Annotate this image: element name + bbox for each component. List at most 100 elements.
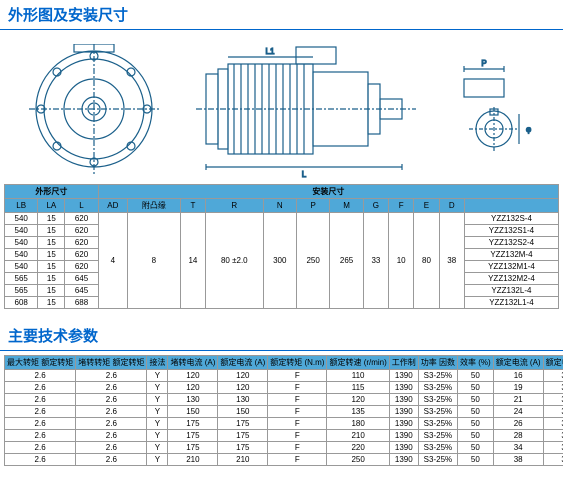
cell: 175	[218, 418, 268, 430]
cell: 19	[493, 382, 543, 394]
table-row: 2.62.6Y120120F1101390S3-25%50163807.5YZZ…	[5, 370, 563, 382]
col-header: 功率 因数	[418, 356, 457, 370]
cell: 540	[5, 249, 38, 261]
cell: 540	[5, 237, 38, 249]
cell: 2.6	[76, 430, 147, 442]
cell: YZZ132S-4	[464, 213, 558, 225]
cell: S3-25%	[418, 442, 457, 454]
cell: 620	[65, 213, 98, 225]
cell: S3-25%	[418, 394, 457, 406]
cell: 1390	[389, 454, 418, 466]
cell: 50	[458, 454, 494, 466]
cell: 8	[128, 213, 181, 309]
svg-text:φ: φ	[526, 125, 531, 134]
col-header: D	[439, 199, 464, 213]
table-row: 2.62.6Y130130F1201390S3-25%50213809.5YZZ…	[5, 394, 563, 406]
cell: 1390	[389, 394, 418, 406]
cell: 380	[543, 454, 563, 466]
cell: 620	[65, 225, 98, 237]
cell: 175	[168, 442, 218, 454]
cell: 2.6	[76, 394, 147, 406]
cell: 300	[263, 213, 296, 309]
col-header: 额定电流 (A)	[493, 356, 543, 370]
cell: 645	[65, 285, 98, 297]
cell: 130	[218, 394, 268, 406]
cell: 130	[168, 394, 218, 406]
cell: 540	[5, 261, 38, 273]
cell: 2.6	[5, 418, 76, 430]
cell: 2.6	[5, 442, 76, 454]
col-header	[464, 199, 558, 213]
col-header: 额定转速 (r/min)	[327, 356, 389, 370]
cell: 38	[493, 454, 543, 466]
col-group-mount: 安装尺寸	[98, 185, 558, 199]
cell: 15	[38, 273, 65, 285]
col-header: N	[263, 199, 296, 213]
cell: 115	[327, 382, 389, 394]
cell: 175	[218, 442, 268, 454]
cell: 2.6	[76, 418, 147, 430]
cell: 645	[65, 273, 98, 285]
cell: 1390	[389, 442, 418, 454]
cell: 220	[327, 442, 389, 454]
cell: S3-25%	[418, 370, 457, 382]
cell: 50	[458, 382, 494, 394]
side-view-icon: L L1	[196, 39, 416, 179]
motor-diagram: L L1 P φ	[0, 34, 563, 184]
cell: 110	[327, 370, 389, 382]
cell: 34	[493, 442, 543, 454]
cell: 565	[5, 285, 38, 297]
cell: YZZ132S2-4	[464, 237, 558, 249]
cell: S3-25%	[418, 454, 457, 466]
cell: 15	[38, 285, 65, 297]
cell: 120	[168, 370, 218, 382]
cell: 120	[327, 394, 389, 406]
col-header: 工作制	[389, 356, 418, 370]
col-header: AD	[98, 199, 127, 213]
cell: 380	[543, 406, 563, 418]
cell: 175	[168, 430, 218, 442]
cell: F	[268, 454, 327, 466]
cell: Y	[147, 370, 168, 382]
table-row: 2.62.6Y120120F1151390S3-25%50193808.5YZZ…	[5, 382, 563, 394]
cell: 33	[363, 213, 388, 309]
col-header: 效率 (%)	[458, 356, 494, 370]
cell: 2.6	[5, 406, 76, 418]
cell: 210	[218, 454, 268, 466]
col-header: 额定电流 (A)	[218, 356, 268, 370]
col-header: 最大转矩 额定转矩	[5, 356, 76, 370]
cell: S3-25%	[418, 430, 457, 442]
cell: 1390	[389, 430, 418, 442]
cell: 380	[543, 394, 563, 406]
table-row: 2.62.6Y175175F1801390S3-25%502638012YZZ1…	[5, 418, 563, 430]
cell: 620	[65, 261, 98, 273]
cell: 380	[543, 418, 563, 430]
cell: 210	[168, 454, 218, 466]
cell: 50	[458, 406, 494, 418]
cell: 50	[458, 442, 494, 454]
table-row: 54015620481480 ±2.030025026533108038YZZ1…	[5, 213, 559, 225]
cell: 1390	[389, 370, 418, 382]
cell: 380	[543, 382, 563, 394]
cell: YZZ132M1-4	[464, 261, 558, 273]
cell: Y	[147, 406, 168, 418]
cell: 2.6	[5, 430, 76, 442]
col-header: LA	[38, 199, 65, 213]
col-header: 附凸缘	[128, 199, 181, 213]
col-group-outline: 外形尺寸	[5, 185, 99, 199]
col-header: E	[414, 199, 439, 213]
col-header: F	[389, 199, 414, 213]
cell: 15	[38, 225, 65, 237]
section-title-2: 主要技术参数	[0, 321, 563, 351]
cell: F	[268, 382, 327, 394]
cell: S3-25%	[418, 406, 457, 418]
cell: 80	[414, 213, 439, 309]
cell: F	[268, 418, 327, 430]
cell: 2.6	[76, 370, 147, 382]
cell: 540	[5, 213, 38, 225]
cell: 80 ±2.0	[206, 213, 264, 309]
cell: 14	[180, 213, 205, 309]
cell: 26	[493, 418, 543, 430]
cell: Y	[147, 454, 168, 466]
cell: 150	[168, 406, 218, 418]
